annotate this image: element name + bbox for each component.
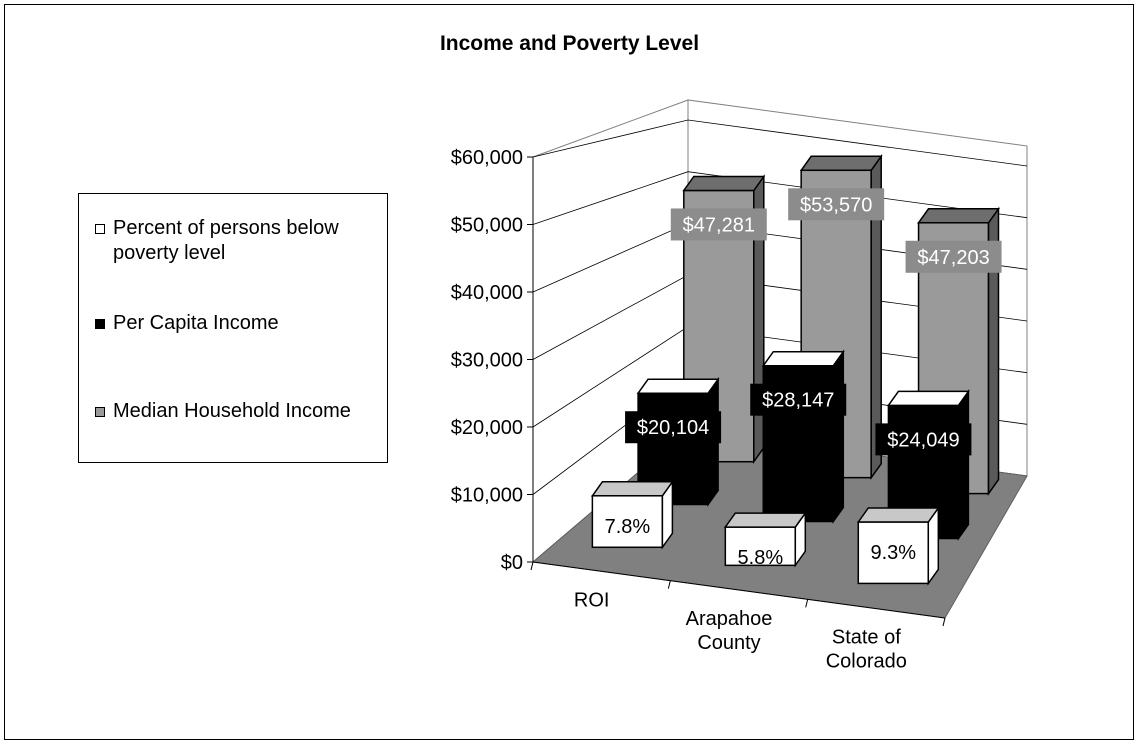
x-tick	[942, 617, 946, 627]
bar-top	[917, 208, 1000, 224]
legend-item-poverty: Percent of persons below poverty level	[95, 216, 373, 266]
data-label: $28,147	[762, 390, 834, 412]
y-tick-label: $10,000	[451, 485, 523, 507]
bar-front	[724, 526, 797, 567]
bar-top	[856, 507, 940, 523]
legend-swatch-per-capita	[95, 319, 105, 329]
legend-item-median-household: Median Household Income	[95, 399, 373, 424]
bar-top	[636, 378, 720, 394]
legend: Percent of persons below poverty level P…	[78, 193, 388, 463]
legend-label-per-capita: Per Capita Income	[113, 312, 279, 334]
y-tick-label: $20,000	[451, 417, 523, 439]
x-tick	[667, 580, 671, 589]
data-label: 5.8%	[738, 547, 784, 569]
data-label-box	[875, 423, 972, 456]
data-label: $47,203	[917, 247, 989, 269]
data-label-box	[670, 208, 767, 241]
bar-top	[590, 481, 674, 497]
gridline	[532, 171, 1028, 225]
bar	[761, 349, 845, 524]
bar-side	[957, 389, 970, 541]
y-tick-label: $40,000	[451, 282, 523, 304]
y-tick-label: $30,000	[451, 350, 523, 372]
data-label-box	[750, 383, 847, 416]
data-label: $47,281	[683, 214, 755, 236]
bar-top	[682, 175, 766, 192]
x-tick	[530, 561, 534, 571]
bar-top	[761, 350, 845, 367]
legend-label-median-household: Median Household Income	[113, 400, 351, 422]
bar-side	[832, 349, 845, 524]
legend-item-per-capita: Per Capita Income	[95, 311, 373, 336]
x-tick-label: ROI	[574, 589, 610, 611]
chart-title: Income and Poverty Level	[439, 32, 700, 55]
bar-front	[857, 521, 930, 585]
bar	[723, 510, 807, 568]
x-axis	[532, 561, 946, 619]
legend-swatch-median-household	[95, 407, 105, 417]
bar-top	[723, 512, 807, 528]
x-tick-label: State of Colorado	[826, 627, 907, 673]
data-label: $20,104	[637, 417, 709, 439]
bar	[856, 505, 940, 586]
data-label: 7.8%	[605, 516, 651, 538]
bar-top	[799, 155, 883, 172]
legend-label-poverty: Percent of persons below poverty level	[113, 217, 339, 264]
x-tick	[805, 599, 809, 608]
bar	[590, 479, 674, 550]
legend-swatch-poverty	[95, 224, 105, 234]
data-label-box	[788, 188, 885, 221]
y-tick-label: $0	[501, 552, 523, 574]
data-label: $24,049	[887, 429, 959, 451]
y-tick-label: $60,000	[451, 147, 523, 169]
bar-front	[591, 495, 664, 549]
x-tick-label: Arapahoe County	[686, 608, 773, 654]
gridline	[532, 119, 1028, 167]
data-label-box	[905, 240, 1002, 273]
data-label: 9.3%	[870, 542, 916, 564]
data-label-box	[625, 411, 722, 444]
data-label: $53,570	[800, 194, 872, 216]
bar-top	[886, 390, 970, 407]
y-tick-label: $50,000	[451, 215, 523, 237]
